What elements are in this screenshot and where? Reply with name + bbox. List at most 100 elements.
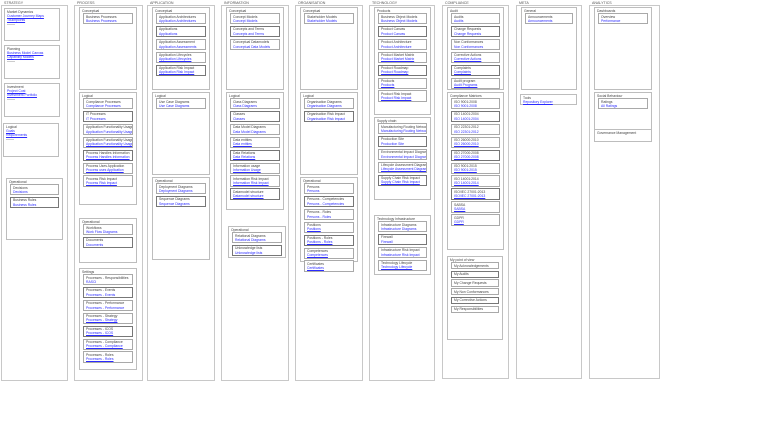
tile-link[interactable]: Environmental Impact Diagram	[381, 154, 427, 159]
tile-stakeholder-models[interactable]: Stakeholder Models Stakeholder Models	[304, 13, 354, 25]
tile-link[interactable]: Use Case Diagrams	[159, 103, 190, 108]
tile-link[interactable]: Business Object Models	[381, 18, 418, 23]
tile-sabsa[interactable]: SABSA SABSA	[451, 201, 500, 213]
tile-link[interactable]: ISO 14001:2004	[454, 116, 479, 121]
tile-my-corrective-actions[interactable]: My Corrective Actions	[451, 296, 499, 305]
link-project-cost[interactable]: Project Cost	[7, 89, 26, 93]
tile-process-uses-application[interactable]: Process Uses Application Process uses App…	[83, 162, 133, 174]
tile-link[interactable]: Supply Chain Risk Impact	[381, 180, 420, 185]
tile-link[interactable]: Infrastructure Risk Impact	[381, 252, 420, 257]
tile-link[interactable]: Corrective Actions	[454, 57, 482, 62]
tile-my-change-requests[interactable]: My Change Requests	[451, 279, 499, 287]
tile-link[interactable]: Positions	[307, 227, 321, 232]
tile-processes-icos[interactable]: Processes - ICOS Processes - ICOS	[83, 325, 133, 338]
tile-link[interactable]: Product Canvas	[381, 31, 406, 36]
tile-positions-roles[interactable]: Positions - Roles Positions - Roles	[304, 234, 354, 247]
tile-link[interactable]: ISO 27000:2008	[454, 155, 479, 160]
tile-classes[interactable]: Classes Classes	[230, 110, 280, 123]
tile-infrastructure-risk-impact[interactable]: Infrastructure Risk Impact Infrastructure…	[378, 246, 427, 259]
tile-processes-events[interactable]: Processes - Events Processes - Events	[83, 286, 133, 299]
tile-link[interactable]: ISO 22301:2012	[454, 129, 479, 134]
tile-link[interactable]: Application Functionality Usage - Lifecy…	[86, 142, 133, 147]
tile-product-risk-impact[interactable]: Product Risk Impact Product Risk Impact	[378, 90, 427, 102]
tile-link[interactable]: Process Handles Information	[86, 155, 130, 160]
tile-process-risk-impact[interactable]: Process Risk Impact Process Risk Impact	[83, 175, 133, 187]
tile-application-functionality-usage-lifecycles[interactable]: Application Functionality Usage - Lifecy…	[83, 136, 133, 149]
tile-products[interactable]: Products Products	[378, 77, 427, 89]
link-requirements[interactable]: Requirements	[6, 133, 28, 138]
tile-iso-26000-2010[interactable]: ISO 26000:2010 ISO 26000:2010	[451, 136, 500, 149]
tile-link[interactable]: Announcements	[528, 18, 553, 23]
tile-link[interactable]: Data Relations	[233, 155, 256, 160]
tile-sequence-diagrams[interactable]: Sequence Diagrams Sequence Diagrams	[156, 195, 206, 208]
tile-processes-performance[interactable]: Processes - Performance Processes - Perfo…	[83, 299, 133, 312]
tile-unknowledge-lists[interactable]: Unknowledge lists Unknowledge lists	[232, 244, 282, 257]
tile-application-assessment[interactable]: Application Assessment Application Assess…	[156, 38, 206, 51]
tile-link[interactable]: Application Architectures	[159, 18, 197, 23]
tile-link[interactable]: Competences	[307, 253, 328, 258]
tile-class-diagrams[interactable]: Class Diagrams Class Diagrams	[230, 98, 280, 110]
link-investment-portfolio[interactable]: Investment Portfolio	[7, 93, 37, 98]
tile-concepts-and-terms[interactable]: Concepts and Terms Concepts and Terms	[230, 25, 280, 38]
tile-certificates[interactable]: Certificates Certificates	[304, 260, 354, 272]
tile-workflows[interactable]: Workflows Work Flow Diagrams	[83, 224, 133, 236]
tile-link[interactable]: Processes - Roles	[86, 357, 114, 362]
tile-link[interactable]: Product Market Matrix	[381, 57, 415, 62]
tile-persons-competencies[interactable]: Persons - Competencies Persons - Competen…	[304, 195, 354, 208]
link-business-model-canvas[interactable]: Business Model Canvas	[7, 51, 44, 55]
tile-link[interactable]: Application Functionality Usage	[86, 129, 133, 134]
tile-link[interactable]: Organisation Risk Impact	[307, 116, 345, 121]
tile-link[interactable]: All Ratings	[601, 103, 618, 108]
link-customer-journey-maps[interactable]: Customer Journey Maps	[7, 14, 44, 18]
tile-link[interactable]: Persons - Competencies	[307, 201, 345, 206]
tile-gdpr[interactable]: GDPR GDPR	[451, 214, 500, 226]
tile-link[interactable]: Work Flow Diagrams	[86, 229, 118, 234]
tile-link[interactable]: Business Processes	[86, 18, 117, 23]
tile-processes-strategy[interactable]: Processes - Strategy Processes - Strategy	[83, 312, 133, 325]
tile-link[interactable]: Compliance Processes	[86, 103, 121, 108]
tile-link[interactable]: Certificates	[307, 266, 324, 271]
tile-link[interactable]: Technology Lifecycle	[381, 265, 413, 270]
tile-process-handles-information[interactable]: Process Handles Information Process Handl…	[83, 149, 133, 162]
tile-link[interactable]: Product Roadmap	[381, 70, 409, 75]
tile-data-relations[interactable]: Data Relations Data Relations	[230, 149, 280, 162]
tile-applications[interactable]: Applications Applications	[156, 25, 206, 38]
tile-link[interactable]: Lifecycle Assessment Diagram	[381, 167, 427, 172]
tile-link[interactable]: GDPR	[454, 219, 464, 224]
tile-link[interactable]: Positions - Roles	[307, 240, 333, 245]
tile-link[interactable]: Change Requests	[454, 31, 482, 36]
tile-ratings[interactable]: Ratings All Ratings	[598, 98, 648, 110]
tile-link[interactable]: Audit Programs	[454, 83, 478, 88]
tile-link[interactable]: Applications	[159, 31, 178, 36]
tile-application-risk-impact[interactable]: Application Risk Impact Application Risk …	[156, 64, 206, 77]
tile-link[interactable]: Data Model Diagrams	[233, 129, 266, 134]
link-goals[interactable]: Goals	[6, 129, 15, 133]
link-touchpoints[interactable]: Touchpoints	[7, 18, 26, 23]
tile-organisation-risk-impact[interactable]: Organisation Risk Impact Organisation Ris…	[304, 110, 354, 123]
tile-relational-diagrams[interactable]: Relational Diagrams Relational Diagrams	[232, 232, 282, 244]
tile-information-risk-impact[interactable]: Information Risk Impact Information Risk …	[230, 175, 280, 187]
tile-product-canvas[interactable]: Product Canvas Product Canvas	[378, 25, 427, 38]
tile-link[interactable]: Process uses Application	[86, 168, 124, 173]
tile-link[interactable]: Persons - Roles	[307, 214, 332, 219]
tile-link[interactable]: Firewall	[381, 239, 393, 244]
tile-firewall[interactable]: Firewall Firewall	[378, 233, 427, 246]
tile-link[interactable]: Concept Models	[233, 18, 258, 23]
tile-iso-27000-2008[interactable]: ISO 27000:2008 ISO 27000:2008	[451, 149, 500, 162]
tile-link[interactable]: Datamodel structure	[233, 194, 264, 199]
tile-business-processes[interactable]: Business Processes Business Processes	[83, 13, 133, 25]
tile-business-rules[interactable]: Business Rules Business Rules	[10, 196, 59, 209]
tile-link[interactable]: Application Risk Impact	[159, 70, 195, 75]
tile-link[interactable]: Processes - Strategy	[86, 318, 118, 323]
tile-iso-9001-2008[interactable]: ISO 9001:2008 ISO 9001:2008	[451, 98, 500, 110]
tile-audits[interactable]: Audits Audits	[451, 13, 500, 25]
tile-decisions[interactable]: Decisions Decisions	[10, 184, 59, 196]
tile-link[interactable]: Persons	[307, 188, 320, 193]
tile-my-non-conformances[interactable]: My Non Conformances	[451, 288, 499, 296]
tile-positions[interactable]: Positions Positions	[304, 221, 354, 234]
tile-link[interactable]: Stakeholder Models	[307, 18, 337, 23]
tile-link[interactable]: Processes - Performance	[86, 305, 125, 310]
tile-link[interactable]: ISO/IEC 27001:2013	[454, 194, 486, 199]
tile-link[interactable]: Application Lifecycles	[159, 57, 192, 62]
tile-overview[interactable]: Overview Performance	[598, 13, 648, 25]
